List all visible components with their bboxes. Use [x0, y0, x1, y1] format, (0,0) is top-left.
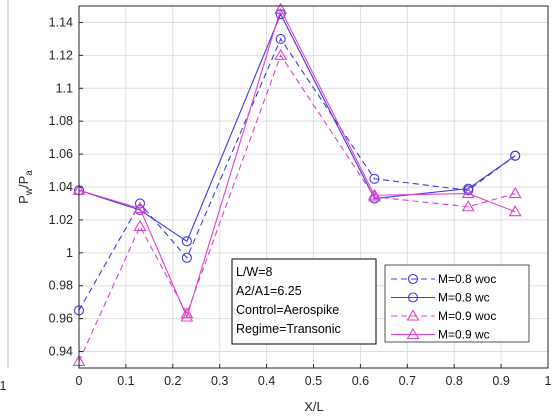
x-axis-ticks: 0 0.1 0.2 0.3 0.4 0.5 0.6 0.7 0.8 0.9 1 [76, 364, 552, 388]
series-line [78, 54, 516, 362]
annotation-line-2: A2/A1=6.25 [236, 284, 302, 298]
data-point [180, 310, 194, 322]
y-tick-label: 1.04 [49, 180, 73, 194]
x-tick-label: 0.8 [446, 374, 463, 388]
x-tick-label: 0.5 [305, 374, 322, 388]
y-tick-label: 1.12 [49, 48, 73, 62]
y-axis-title: Pw/Pa [16, 170, 35, 204]
x-tick-label: 0.4 [258, 374, 275, 388]
y-tick-label: 1.1 [56, 81, 73, 95]
annotation-line-3: Control=Aerospike [236, 303, 339, 317]
legend-entry: M=0.8 woc [391, 272, 496, 286]
x-tick-label: 0.3 [211, 374, 228, 388]
legend-label: M=0.9 wc [438, 328, 490, 342]
x-tick-label: 0.9 [492, 374, 509, 388]
data-point [368, 188, 381, 200]
y-tick-label: 0.98 [49, 279, 73, 293]
annotation-line-4: Regime=Transonic [236, 322, 341, 336]
x-tick-label: 1 [545, 374, 552, 388]
data-point [181, 252, 192, 263]
legend-label: M=0.8 woc [438, 272, 496, 286]
data-point [133, 219, 147, 232]
x-tick-label: 0.7 [399, 374, 416, 388]
legend-swatch-marker [406, 327, 420, 340]
legend-entry: M=0.9 wc [391, 328, 490, 342]
series-layer [72, 2, 522, 366]
y-tick-label: 1.08 [49, 114, 73, 128]
data-point [275, 33, 286, 44]
y-axis-ticks: 0.94 0.96 0.98 1 1.02 1.04 1.06 1.08 1.1 1.12 1.14 [49, 15, 83, 359]
left-fragment-tick-label: 1 [0, 379, 7, 393]
y-tick-label: 0.94 [49, 345, 73, 359]
legend-swatch-marker [407, 273, 419, 285]
legend-label: M=0.8 wc [438, 291, 490, 305]
data-point [369, 173, 380, 184]
data-point [181, 236, 192, 247]
y-tick-label: 0.96 [49, 312, 73, 326]
data-point [368, 190, 381, 202]
data-point [274, 2, 288, 14]
x-tick-label: 0.6 [352, 374, 369, 388]
x-tick-label: 0.1 [117, 374, 134, 388]
data-point [461, 186, 475, 199]
legend-swatch-marker [407, 292, 419, 303]
legend-entry: M=0.8 wc [391, 291, 490, 305]
legend: M=0.8 woc M=0.8 wc M=0.9 woc M=0.9 wc [384, 264, 530, 343]
data-point [133, 201, 147, 213]
data-point [508, 205, 522, 217]
y-tick-label: 1.02 [49, 213, 73, 227]
x-tick-label: 0.2 [164, 374, 181, 388]
series-m-0-9-wc [72, 2, 522, 322]
data-point [510, 150, 521, 161]
annotation-line-1: L/W=8 [236, 265, 273, 279]
data-point [274, 48, 288, 60]
data-point [461, 200, 475, 212]
legend-entry: M=0.9 woc [391, 309, 496, 323]
y-tick-label: 1 [66, 246, 73, 260]
x-axis-title: X/L [304, 399, 324, 414]
data-point [508, 186, 522, 199]
series-line [78, 7, 516, 319]
legend-label: M=0.9 woc [438, 309, 496, 323]
annotation-box: L/W=8 A2/A1=6.25 Control=Aerospike Regim… [231, 258, 377, 345]
y-tick-label: 1.06 [49, 147, 73, 161]
legend-swatch-marker [406, 309, 420, 321]
y-tick-label: 1.14 [49, 15, 73, 29]
x-tick-label: 0 [76, 374, 83, 388]
